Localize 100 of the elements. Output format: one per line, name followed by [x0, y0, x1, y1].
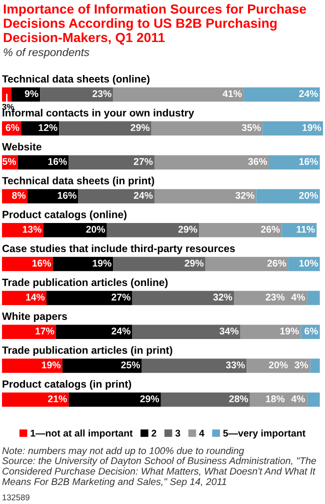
data-label: 29%	[140, 395, 160, 402]
bar	[240, 324, 301, 339]
data-label: 16%	[48, 158, 67, 165]
data-label: 6%	[304, 328, 318, 334]
bar	[56, 324, 132, 339]
bar	[46, 290, 132, 306]
bar	[151, 121, 263, 136]
y-tick-label: Trade publication articles (in print)	[2, 346, 172, 356]
bar	[142, 358, 247, 373]
y-tick-label: Technical data sheets (online)	[2, 74, 150, 85]
data-label: 24%	[134, 192, 153, 199]
bar	[160, 392, 250, 407]
bar	[132, 324, 240, 339]
bar	[256, 189, 320, 204]
data-label: 6%	[6, 124, 20, 132]
data-label: 5%	[2, 158, 16, 165]
data-label: 34%	[220, 328, 239, 334]
y-tick-label: Product catalogs (online)	[2, 210, 126, 220]
bar	[307, 392, 320, 407]
bar	[62, 358, 142, 373]
data-label: 20%	[299, 192, 318, 199]
data-label: 21%	[48, 395, 67, 402]
bar	[2, 189, 28, 204]
data-label: 10%	[299, 260, 318, 267]
data-label: 16%	[299, 158, 318, 165]
y-tick-label: Informal contacts in your own industry	[2, 108, 194, 119]
data-label: 32%	[235, 192, 254, 199]
data-label: 4%	[291, 294, 305, 301]
legend-label: 5—very important	[223, 429, 306, 439]
data-label: 20%	[268, 361, 288, 368]
data-label: 29%	[184, 260, 204, 267]
bar	[307, 290, 320, 306]
y-tick-label: Trade publication articles (online)	[2, 278, 168, 288]
bar	[68, 392, 161, 407]
bar	[205, 256, 288, 272]
data-label: 23%	[266, 294, 285, 301]
data-label: 36%	[248, 158, 268, 165]
bar	[113, 256, 206, 272]
bar	[268, 155, 320, 170]
bar	[2, 392, 69, 407]
legend-label: 3	[175, 430, 180, 437]
data-label: 19%	[42, 361, 61, 368]
data-label: 19%	[92, 260, 112, 267]
legend-label: 2	[152, 430, 156, 437]
data-label: 24%	[112, 328, 130, 334]
data-label: 18%	[266, 395, 285, 402]
bar	[59, 121, 152, 136]
bar	[2, 358, 62, 373]
bar	[154, 189, 256, 204]
bar	[2, 324, 56, 339]
data-label: 26%	[260, 226, 280, 233]
bar	[43, 223, 107, 238]
data-label: 8%	[12, 192, 26, 199]
bar	[2, 256, 53, 272]
bar	[113, 87, 244, 102]
data-label: 29%	[130, 124, 150, 132]
chart-subtitle: % of respondents	[4, 48, 90, 58]
data-label: 4%	[291, 395, 305, 402]
data-label: 3%	[2, 104, 14, 110]
data-label: 19%	[302, 124, 322, 132]
data-label: 25%	[121, 361, 140, 368]
chart-title: Importance of Information Sources for Purchase Decisions According to US B2B Purchasing Decision-Makers, Q1 2011	[4, 4, 306, 45]
bar	[40, 87, 114, 102]
bar	[310, 358, 320, 373]
data-label: 27%	[112, 294, 130, 301]
bar	[106, 223, 200, 238]
data-label: 12%	[38, 124, 58, 132]
bar	[18, 155, 69, 170]
data-label: 28%	[229, 395, 248, 402]
bar	[250, 392, 308, 407]
bar	[2, 290, 46, 306]
data-label: 19%	[280, 328, 299, 334]
data-label: 33%	[226, 361, 245, 368]
y-tick-label: Website	[2, 142, 42, 150]
bar	[154, 155, 269, 170]
data-label: 41%	[222, 90, 242, 98]
data-label: 20%	[86, 226, 106, 233]
bar	[78, 189, 155, 204]
bar	[262, 121, 323, 136]
bar	[244, 87, 320, 102]
bar	[2, 223, 44, 238]
bar	[68, 155, 155, 170]
y-tick-label: Technical data sheets (in print)	[2, 176, 154, 186]
bar	[132, 290, 234, 306]
data-label: 23%	[92, 90, 112, 98]
data-label: 27%	[134, 158, 153, 165]
bar	[246, 358, 310, 373]
legend-label: 1—not at all important	[30, 429, 133, 439]
source-note: Source: the University of Dayton School of Business Administration, "The Considered Purchase Decision: What Matters, What Doesn't And What It Means For B2B Marketing and Sales," Sep 14, 2011	[2, 457, 316, 488]
bar	[27, 189, 78, 204]
data-label: 16%	[32, 260, 52, 267]
data-label: 16%	[58, 192, 76, 199]
data-label: 3%	[294, 361, 308, 368]
bar	[282, 223, 317, 238]
legend-label: 4	[199, 430, 204, 437]
bar	[52, 256, 114, 272]
data-label: 9%	[24, 90, 38, 98]
data-label: 14%	[26, 294, 45, 301]
data-label: 26%	[267, 260, 286, 267]
data-label: 35%	[242, 124, 261, 132]
